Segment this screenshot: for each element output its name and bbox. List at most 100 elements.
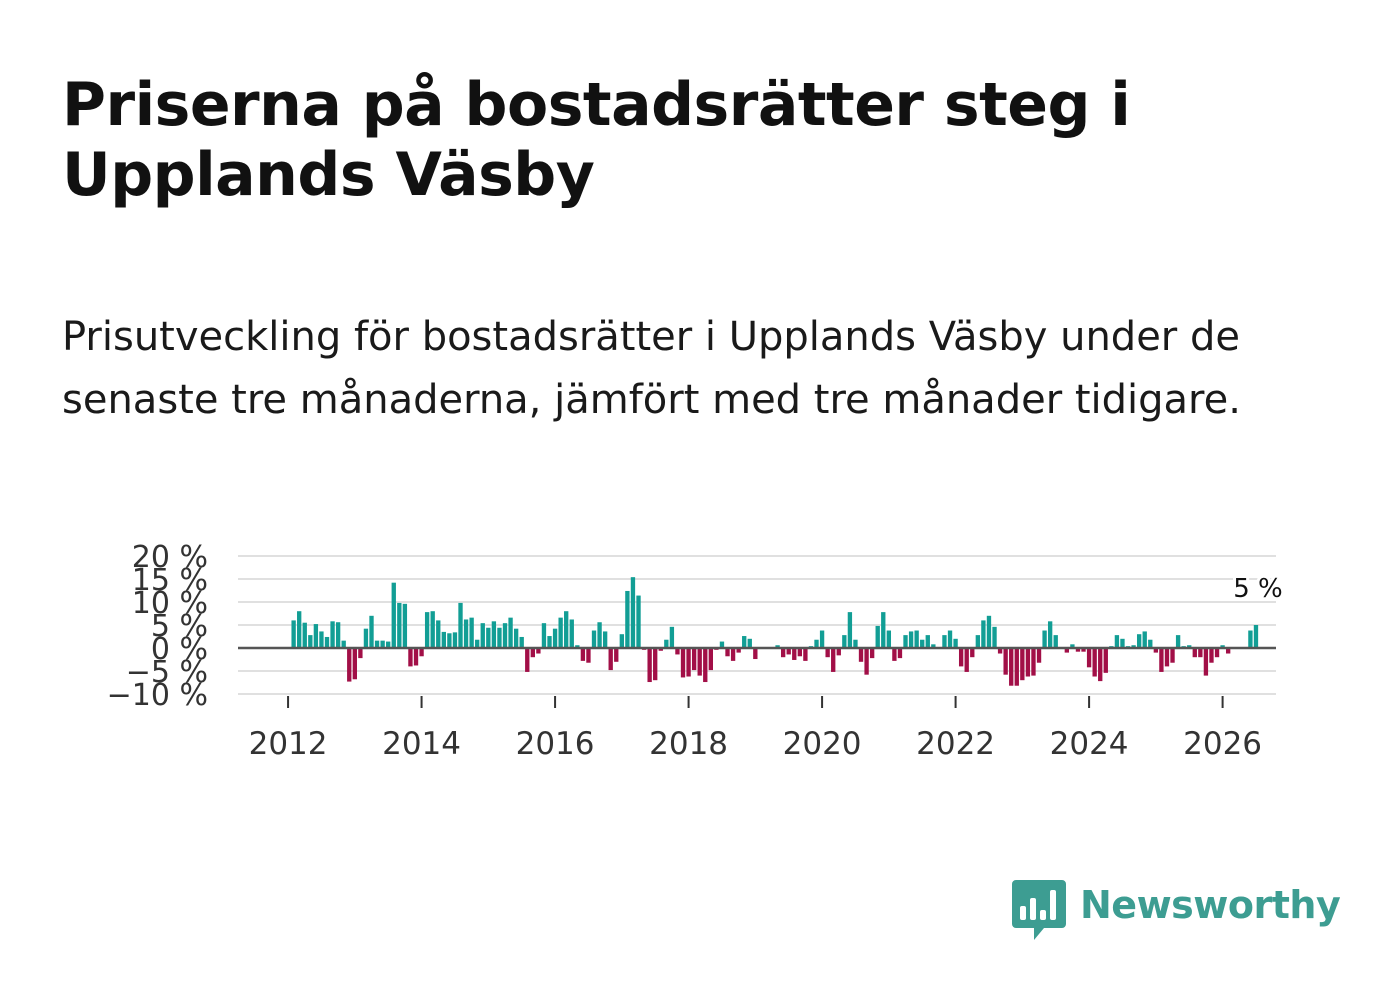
bar — [1120, 638, 1125, 648]
bar — [786, 648, 791, 655]
x-axis: 2012 2014 2016 2018 2020 2022 2024 2026 — [249, 696, 1262, 762]
bar — [1014, 648, 1019, 686]
bar — [369, 615, 374, 648]
bar — [1220, 645, 1225, 648]
bar — [541, 623, 547, 648]
bar — [836, 648, 841, 656]
bar — [747, 638, 752, 648]
bar — [931, 644, 936, 648]
bar — [847, 612, 853, 648]
bar — [625, 590, 630, 648]
bar — [380, 640, 385, 648]
bar — [1053, 635, 1058, 648]
bar — [530, 648, 535, 658]
bar — [669, 626, 675, 648]
bar — [992, 626, 997, 648]
bar — [920, 639, 925, 648]
bar — [831, 648, 836, 672]
bar — [1114, 635, 1120, 648]
bar — [1036, 648, 1042, 663]
bar — [374, 640, 380, 648]
y-tick-label: 5 % — [151, 609, 208, 644]
bar — [552, 628, 558, 648]
bar — [1159, 648, 1164, 672]
bar — [903, 635, 908, 648]
bar — [475, 639, 480, 648]
newsworthy-chart-bubble-icon — [1012, 880, 1066, 940]
bar — [458, 602, 463, 648]
bar — [1103, 648, 1108, 673]
bar — [653, 648, 658, 681]
bar — [591, 630, 597, 648]
bar — [391, 582, 396, 648]
bar — [814, 639, 819, 648]
bar — [825, 648, 830, 658]
bar — [608, 648, 613, 671]
bar — [792, 648, 797, 660]
bar — [942, 635, 947, 648]
bar — [975, 635, 981, 648]
grid-lines — [238, 555, 1276, 695]
bar — [803, 648, 808, 661]
bar — [436, 620, 441, 648]
bar — [291, 620, 296, 648]
bar — [1248, 630, 1253, 648]
bar — [881, 612, 886, 648]
x-tick-label: 2020 — [783, 726, 862, 762]
bar — [680, 648, 686, 678]
bar — [614, 648, 619, 662]
bar — [1170, 648, 1175, 663]
bar — [308, 635, 313, 648]
bar — [302, 622, 307, 648]
bar — [564, 611, 569, 648]
bar — [386, 641, 391, 648]
bar — [424, 612, 430, 648]
y-tick-label: −5 % — [126, 655, 208, 690]
bar — [547, 636, 552, 648]
bar — [1253, 625, 1259, 648]
bar — [725, 648, 730, 657]
bar — [1003, 648, 1008, 675]
bar — [597, 622, 602, 648]
bar — [586, 648, 591, 663]
bar — [970, 648, 975, 658]
bar — [947, 630, 953, 648]
bar — [402, 603, 408, 648]
bar — [463, 619, 469, 648]
y-axis-labels: −10 %−5 %0 %5 %10 %15 %20 % — [107, 540, 208, 713]
bar — [1131, 645, 1136, 648]
bar — [1047, 621, 1053, 648]
bar — [925, 635, 930, 648]
bar — [1098, 648, 1103, 682]
bar — [864, 648, 869, 675]
bar — [658, 648, 663, 651]
bar — [686, 648, 691, 677]
bar — [408, 648, 413, 667]
bar — [636, 595, 641, 648]
bar — [397, 602, 402, 648]
bar — [1020, 648, 1025, 681]
annotations: 5 % — [1230, 571, 1286, 607]
bar — [780, 648, 786, 658]
chart-subtitle: Prisutveckling för bostadsrätter i Uppla… — [62, 314, 1241, 423]
bar — [708, 648, 713, 671]
bar — [1153, 648, 1159, 653]
bar — [452, 632, 458, 648]
x-tick-label: 2014 — [382, 726, 461, 762]
bar — [797, 648, 802, 657]
bar — [736, 648, 741, 653]
bar — [875, 625, 880, 648]
bar — [842, 635, 847, 648]
bar — [964, 648, 969, 672]
bar — [897, 648, 903, 659]
bar — [664, 639, 669, 648]
bar — [1214, 648, 1220, 658]
bar — [575, 645, 580, 648]
bar — [1075, 648, 1081, 652]
bar — [324, 636, 330, 648]
bar — [1225, 648, 1231, 654]
bar — [1148, 639, 1153, 648]
bar — [441, 631, 446, 648]
bar — [319, 631, 324, 648]
bar — [858, 648, 864, 662]
